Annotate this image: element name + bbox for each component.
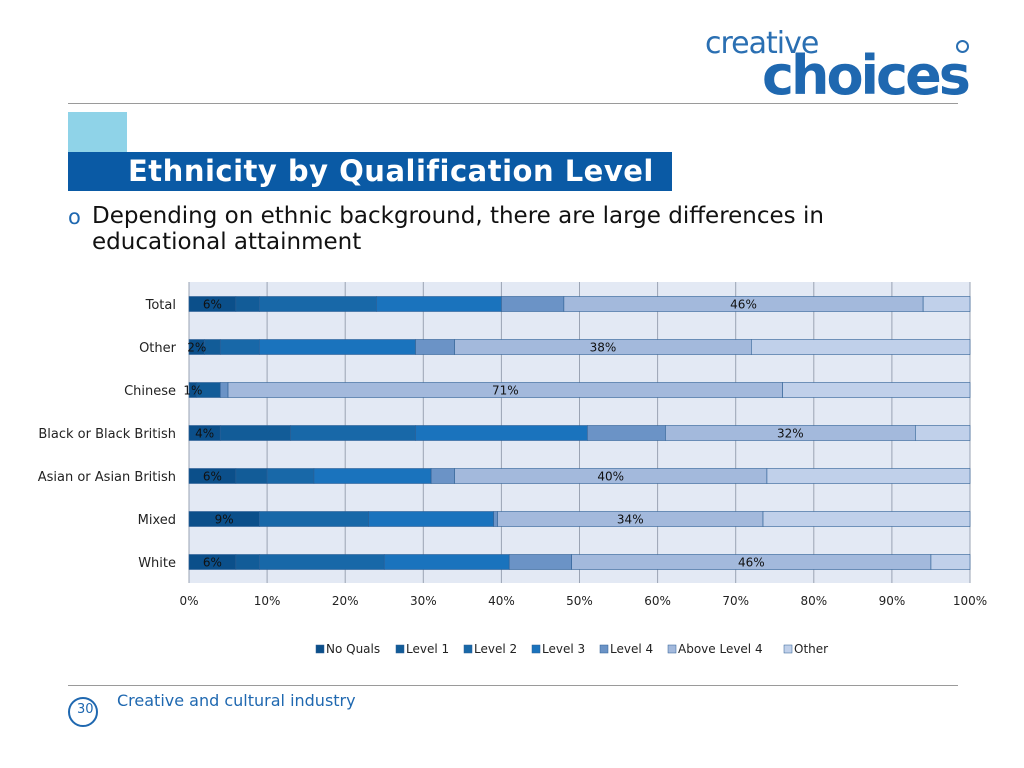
data-label: 46% [730,298,757,312]
title-accent-box [68,112,127,152]
category-label: Other [139,341,177,356]
bar-segment [219,425,291,441]
data-label: 4% [195,427,214,441]
creative-choices-logo: creative choices [700,26,980,107]
category-label: Total [145,298,176,313]
legend-label: Other [794,642,828,656]
title-bar [68,152,672,191]
logo-line-1: creative [705,26,819,61]
bar-segment [376,296,502,312]
legend-swatch [315,644,325,654]
bar-segment [383,554,510,570]
legend-label: Above Level 4 [678,642,763,656]
bar-segment [290,425,416,441]
bar-segment [751,339,971,355]
page-number-circle [68,697,98,727]
legend-label: No Quals [326,642,380,656]
bar-segment [587,425,666,441]
data-label: 71% [492,384,519,398]
bar-segment [415,425,588,441]
data-label: 38% [590,341,617,355]
data-label: 32% [777,427,804,441]
bar-segment [762,511,971,527]
x-tick-label: 30% [410,594,437,608]
bar-segment [235,468,268,484]
data-label: 9% [215,513,234,527]
data-label: 40% [597,470,624,484]
x-tick-label: 90% [879,594,906,608]
bar-segment [766,468,971,484]
data-label: 6% [203,470,222,484]
x-tick-label: 60% [644,594,671,608]
data-label: 2% [187,341,206,355]
data-label: 34% [617,513,644,527]
legend-swatch [395,644,405,654]
bullet-marker: o [68,205,81,229]
category-label: Mixed [138,513,176,528]
legend-swatch [783,644,793,654]
x-tick-label: 100% [953,594,987,608]
bar-segment [235,296,260,312]
bar-segment [235,554,260,570]
bar-segment [782,382,971,398]
bar-segment [266,468,315,484]
bar-segment [368,511,494,527]
legend-label: Level 4 [610,642,653,656]
x-tick-label: 40% [488,594,515,608]
top-divider [68,103,958,104]
bar-segment [258,296,377,312]
slide-title: Ethnicity by Qualification Level [128,154,654,188]
x-tick-label: 70% [722,594,749,608]
data-label: 46% [738,556,765,570]
page-number: 30 [77,702,94,717]
data-label: 6% [203,556,222,570]
bar-segment [313,468,432,484]
bar-segment [415,339,455,355]
bar-segment [493,511,498,527]
logo-line-2: choices [762,44,971,107]
bar-segment [508,554,572,570]
bar-segment [930,554,971,570]
bar-segment [219,382,229,398]
legend-swatch [599,644,609,654]
x-tick-label: 10% [254,594,281,608]
category-label: Chinese [124,384,176,399]
category-label: Black or Black British [38,427,176,442]
x-tick-label: 0% [179,594,198,608]
footer-text: Creative and cultural industry [117,691,356,710]
legend-label: Level 1 [406,642,449,656]
x-tick-label: 80% [800,594,827,608]
bullet-text: Depending on ethnic background, there ar… [92,203,824,255]
bar-segment [204,339,221,355]
legend-label: Level 2 [474,642,517,656]
category-label: White [138,556,176,571]
legend-label: Level 3 [542,642,585,656]
bar-segment [258,339,416,355]
legend-swatch [531,644,541,654]
x-tick-label: 50% [566,594,593,608]
data-label: 6% [203,298,222,312]
x-tick-label: 20% [332,594,359,608]
bar-segment [501,296,565,312]
logo-ring-icon [956,40,969,53]
bar-segment [922,296,971,312]
bar-segment [430,468,455,484]
legend-swatch [463,644,473,654]
bar-segment [219,339,260,355]
bar-segment [915,425,971,441]
bar-segment [258,511,369,527]
legend-swatch [667,644,677,654]
bar-segment [258,554,385,570]
data-label: 1% [183,384,202,398]
category-label: Asian or Asian British [38,470,176,485]
bottom-divider [68,685,958,686]
